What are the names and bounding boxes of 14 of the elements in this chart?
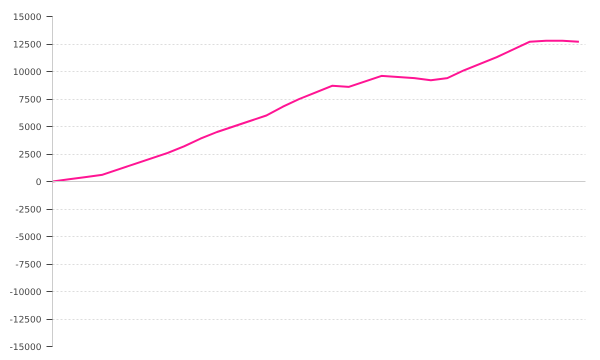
y-tick-label: 5000 xyxy=(18,123,42,133)
line-series xyxy=(52,40,580,182)
y-tick-label: -15000 xyxy=(10,343,42,353)
y-tick-label: -5000 xyxy=(15,233,42,243)
y-tick-label: 0 xyxy=(36,178,42,188)
y-tick-label: -10000 xyxy=(10,288,42,298)
y-tick-label: 2500 xyxy=(18,150,42,160)
y-tick-label: -2500 xyxy=(15,206,42,216)
y-tick-label: 12500 xyxy=(12,40,42,50)
y-tick-label: 15000 xyxy=(12,13,42,23)
y-tick-label: 10000 xyxy=(12,68,42,78)
y-tick-label: -12500 xyxy=(10,316,42,326)
y-tick-label: -7500 xyxy=(15,260,42,270)
y-tick-label: 7500 xyxy=(18,96,42,106)
